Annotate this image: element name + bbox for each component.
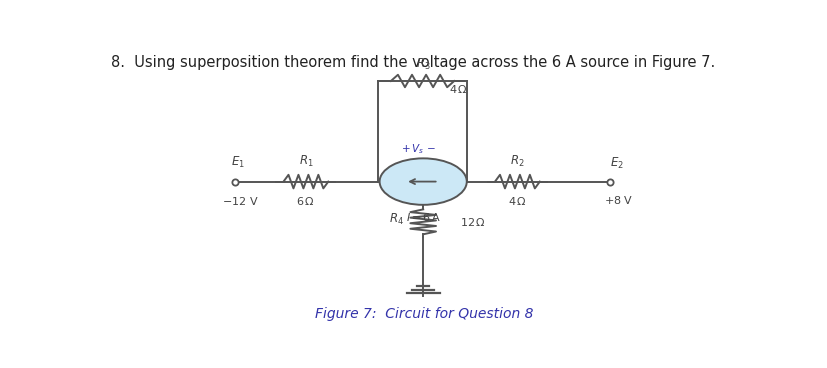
Text: $E_2$: $E_2$: [610, 156, 624, 171]
Text: $+\,V_s\,-$: $+\,V_s\,-$: [400, 142, 436, 156]
Text: 8.  Using superposition theorem find the voltage across the 6 A source in Figure: 8. Using superposition theorem find the …: [111, 56, 715, 71]
Text: $R_3$: $R_3$: [416, 56, 431, 71]
Text: Figure 7:  Circuit for Question 8: Figure 7: Circuit for Question 8: [314, 307, 533, 321]
Text: $-12$ V: $-12$ V: [222, 195, 258, 207]
Ellipse shape: [380, 158, 466, 205]
Text: $R_4$: $R_4$: [389, 212, 404, 227]
Text: $I = 6\,\mathrm{A}$: $I = 6\,\mathrm{A}$: [405, 211, 441, 223]
Text: $4\,\Omega$: $4\,\Omega$: [508, 195, 527, 208]
Text: $12\,\Omega$: $12\,\Omega$: [461, 216, 486, 228]
Text: $6\,\Omega$: $6\,\Omega$: [296, 195, 315, 208]
Text: $4\,\Omega$: $4\,\Omega$: [449, 83, 468, 95]
Text: $R_1$: $R_1$: [299, 153, 313, 169]
Text: $E_1$: $E_1$: [231, 155, 245, 170]
Text: $+8$ V: $+8$ V: [604, 194, 633, 206]
Text: $R_2$: $R_2$: [510, 153, 524, 169]
